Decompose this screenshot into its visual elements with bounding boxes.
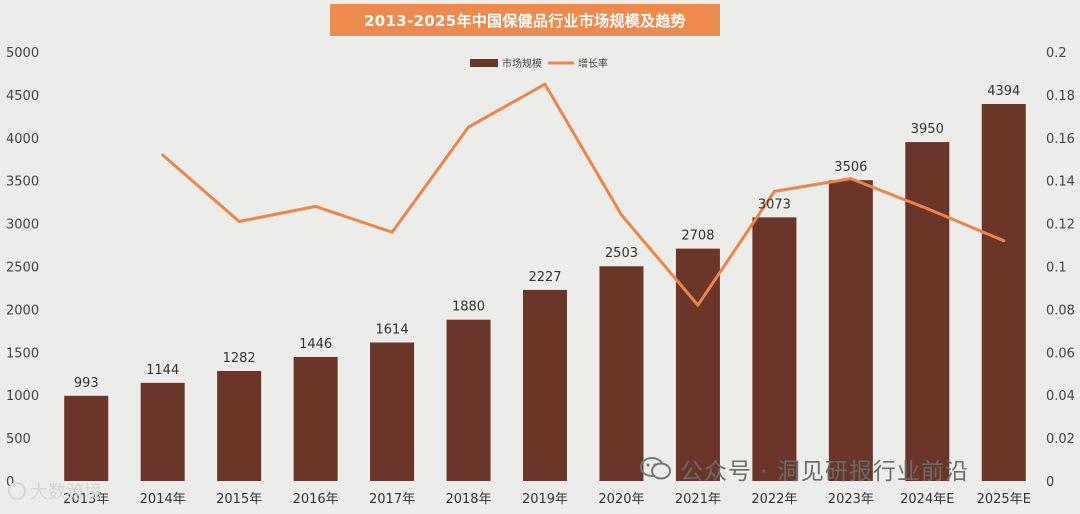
growth-rate-point bbox=[467, 125, 471, 129]
right-tick-label: 0.14 bbox=[1046, 175, 1075, 190]
right-axis: 0 0.02 0.04 0.06 0.08 0.1 0.12 0.14 0.16 0.18 0.2 bbox=[1046, 46, 1075, 490]
x-tick-label: 2017年 bbox=[369, 492, 415, 507]
x-tick-label: 2016年 bbox=[293, 492, 339, 507]
bar bbox=[981, 103, 1026, 481]
right-tick-label: 0.08 bbox=[1046, 303, 1075, 318]
growth-rate-line bbox=[161, 82, 1005, 307]
x-tick-label: 2014年 bbox=[140, 492, 186, 507]
bar-labels: 993 1144 1282 1446 1614 1880 2227 2503 2708 3073 3… bbox=[74, 84, 1020, 391]
growth-rate-point bbox=[619, 213, 623, 217]
right-tick-label: 0 bbox=[1046, 475, 1054, 490]
left-tick-label: 3500 bbox=[6, 175, 39, 190]
x-tick-label: 2018年 bbox=[445, 492, 491, 507]
right-tick-label: 0.18 bbox=[1046, 89, 1075, 104]
legend-label: 市场规模 bbox=[502, 57, 542, 70]
wechat-watermark-text: 公众号 · 洞见研报行业前沿 bbox=[680, 459, 969, 485]
bar bbox=[828, 180, 873, 482]
growth-rate-point bbox=[237, 219, 241, 223]
left-tick-label: 1000 bbox=[6, 389, 39, 404]
right-tick-label: 0.2 bbox=[1046, 46, 1067, 61]
corner-watermark-text: 大数跨境 bbox=[30, 482, 102, 503]
bar bbox=[293, 356, 338, 481]
bar bbox=[905, 142, 950, 481]
x-tick-label: 2023年 bbox=[828, 492, 874, 507]
bar bbox=[752, 217, 797, 481]
left-tick-label: 2500 bbox=[6, 261, 39, 276]
bar-value-label: 1880 bbox=[452, 300, 485, 315]
left-tick-label: 4000 bbox=[6, 132, 39, 147]
corner-watermark: 大数跨境 bbox=[8, 478, 102, 504]
right-tick-label: 0.02 bbox=[1046, 432, 1075, 447]
left-tick-label: 5000 bbox=[6, 46, 39, 61]
right-tick-label: 0.06 bbox=[1046, 346, 1075, 361]
x-tick-label: 2015年 bbox=[216, 492, 262, 507]
growth-rate-point bbox=[543, 82, 547, 86]
legend-label: 增长率 bbox=[578, 57, 608, 70]
x-tick-label: 2020年 bbox=[598, 492, 644, 507]
x-tick-label: 2013年 bbox=[63, 492, 109, 507]
bar-value-label: 993 bbox=[74, 376, 99, 391]
x-tick-label: 2025年E bbox=[977, 492, 1031, 507]
left-tick-label: 3000 bbox=[6, 218, 39, 233]
bar-value-label: 1282 bbox=[223, 351, 256, 366]
legend: 市场规模 增长率 bbox=[470, 57, 608, 70]
bar-value-label: 3506 bbox=[834, 160, 867, 175]
bar bbox=[446, 319, 491, 481]
bar-value-label: 3950 bbox=[911, 122, 944, 137]
right-tick-label: 0.16 bbox=[1046, 132, 1075, 147]
x-axis-labels: 2013年 2014年 2015年 2016年 2017年 2018年 2019年 2020年… bbox=[63, 492, 1031, 507]
bar bbox=[64, 395, 109, 481]
bar bbox=[599, 266, 644, 481]
left-tick-label: 1500 bbox=[6, 346, 39, 361]
bar-value-label: 2227 bbox=[528, 270, 561, 285]
bars bbox=[64, 103, 1026, 482]
corner-logo-icon bbox=[8, 482, 26, 500]
growth-rate-point bbox=[1002, 239, 1006, 243]
growth-rate-point bbox=[161, 153, 165, 157]
bar-value-label: 1144 bbox=[146, 363, 179, 378]
growth-line bbox=[161, 82, 1006, 307]
right-tick-label: 0.12 bbox=[1046, 218, 1075, 233]
growth-rate-point bbox=[925, 207, 929, 211]
wechat-icon bbox=[640, 456, 672, 482]
chart-title: 2013-2025年中国保健品行业市场规模及趋势 bbox=[330, 4, 720, 36]
x-tick-label: 2024年E bbox=[900, 492, 954, 507]
right-tick-label: 0.04 bbox=[1046, 389, 1075, 404]
left-tick-label: 0 bbox=[6, 475, 14, 490]
bar bbox=[523, 289, 567, 481]
left-tick-label: 4500 bbox=[6, 89, 39, 104]
bar bbox=[140, 382, 185, 481]
bar-value-label: 3073 bbox=[758, 197, 791, 212]
bar-value-label: 1614 bbox=[376, 323, 409, 338]
bar-value-label: 4394 bbox=[987, 84, 1020, 99]
bar bbox=[217, 371, 262, 481]
x-tick-label: 2022年 bbox=[751, 492, 797, 507]
legend-swatch-bar bbox=[470, 59, 498, 67]
bar-value-label: 2503 bbox=[605, 246, 638, 261]
bar-value-label: 2708 bbox=[681, 229, 714, 244]
bar-value-label: 1446 bbox=[299, 337, 332, 352]
growth-rate-point bbox=[314, 204, 318, 208]
right-tick-label: 0.1 bbox=[1046, 261, 1067, 276]
x-tick-label: 2021年 bbox=[675, 492, 721, 507]
growth-rate-point bbox=[696, 303, 700, 307]
wechat-watermark: 公众号 · 洞见研报行业前沿 bbox=[640, 452, 969, 486]
left-axis: 0 500 1000 1500 2000 2500 3000 3500 4000 4500 5000 bbox=[6, 46, 39, 490]
bar bbox=[370, 342, 415, 481]
x-tick-label: 2019年 bbox=[522, 492, 568, 507]
growth-rate-point bbox=[772, 189, 776, 193]
growth-rate-point bbox=[390, 230, 394, 234]
growth-rate-point bbox=[849, 177, 853, 181]
left-tick-label: 500 bbox=[6, 432, 31, 447]
left-tick-label: 2000 bbox=[6, 303, 39, 318]
